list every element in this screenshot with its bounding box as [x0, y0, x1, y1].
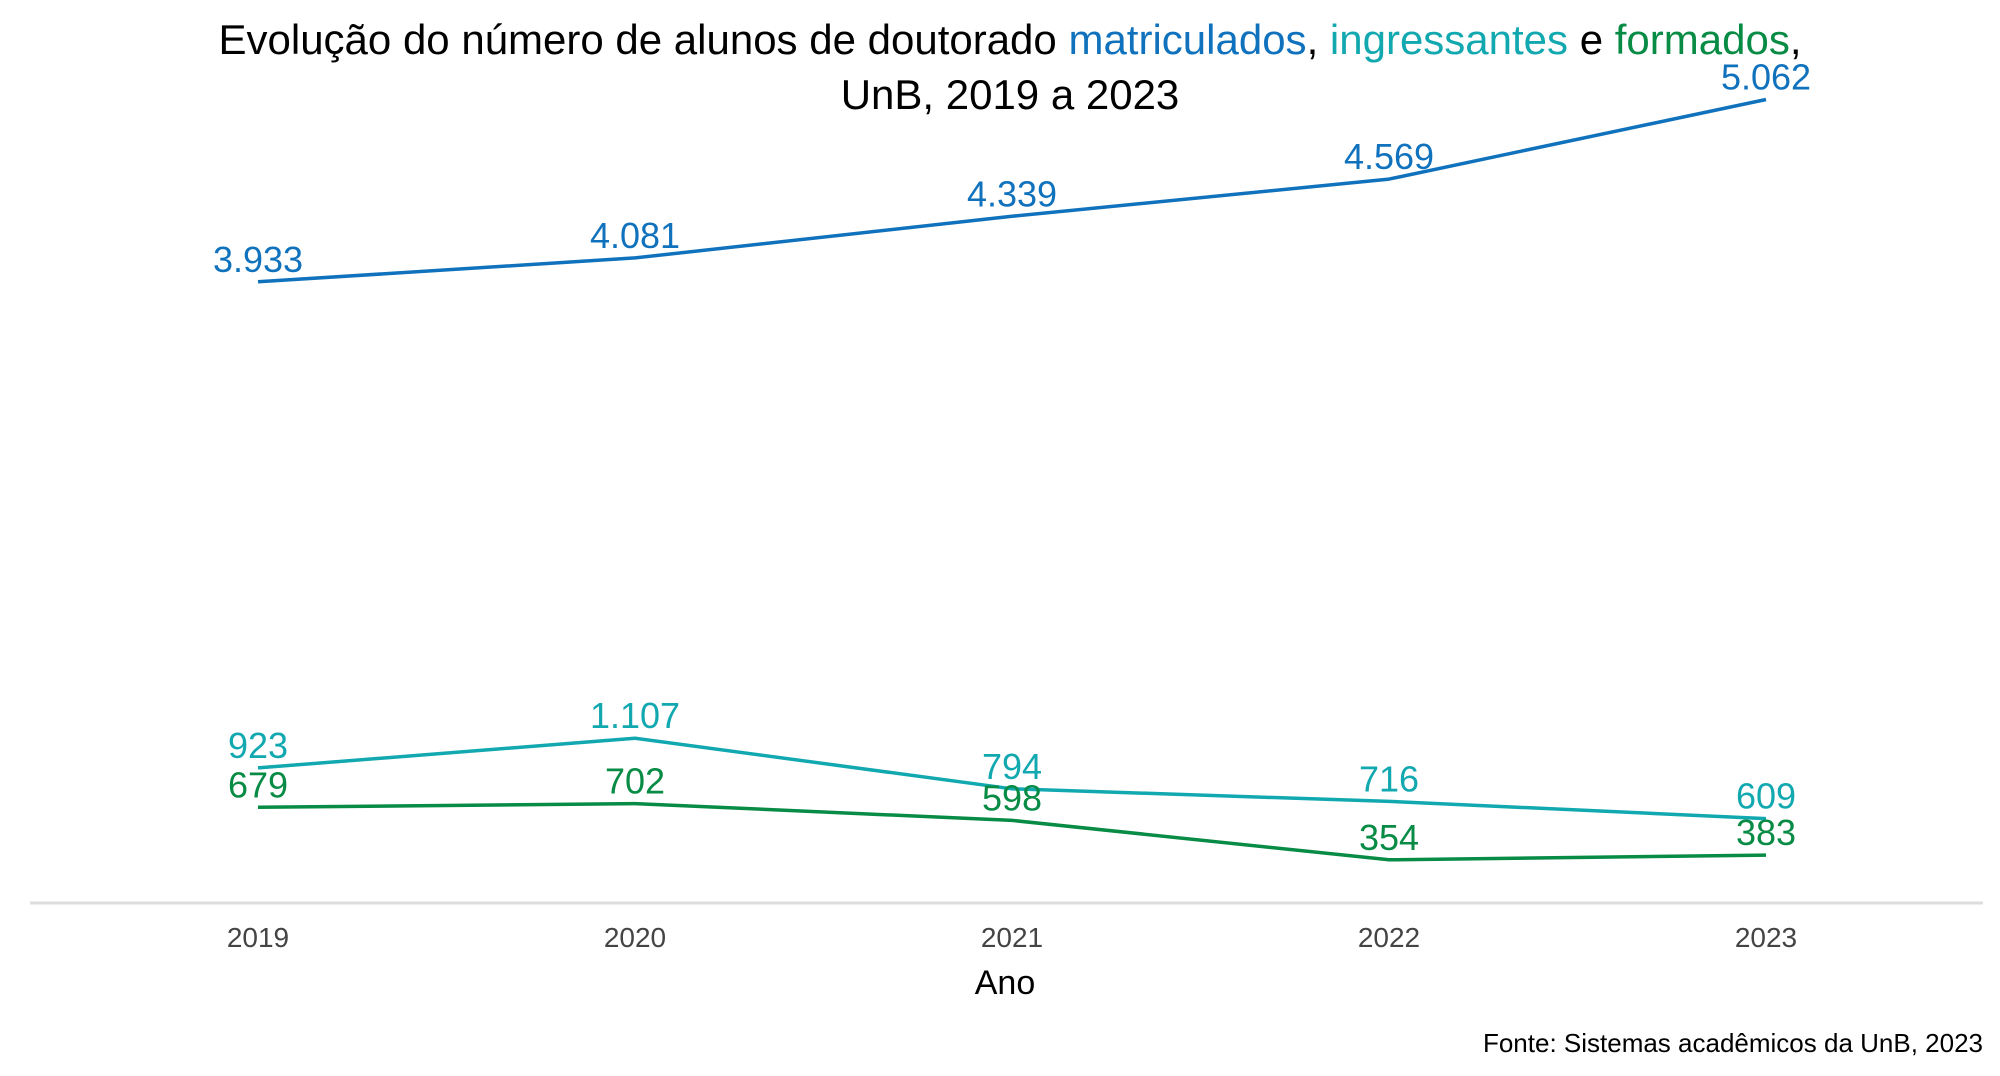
x-axis-title: Ano: [975, 964, 1036, 1002]
data-label-matriculados-2022: 4.569: [1344, 136, 1434, 177]
x-tick-label-2021: 2021: [981, 922, 1043, 953]
chart-title-line1: Evolução do número de alunos de doutorad…: [219, 16, 1802, 63]
title-part-6: ,: [1790, 16, 1802, 63]
series-matriculados: 3.933 4.081 4.339 4.569 5.062: [213, 56, 1811, 284]
data-label-matriculados-2021: 4.339: [967, 173, 1057, 214]
data-label-ingressantes-2022: 716: [1359, 758, 1419, 799]
series-ingressantes: 923 1.107 794 716 609: [228, 695, 1796, 821]
x-tick-label-2023: 2023: [1735, 922, 1797, 953]
title-part-0: Evolução do número de alunos de doutorad…: [219, 16, 1069, 63]
x-tick-label-2022: 2022: [1358, 922, 1420, 953]
data-label-formados-2020: 702: [605, 761, 665, 802]
data-label-matriculados-2019: 3.933: [213, 239, 303, 280]
series-formados: 679 702 598 354 383: [228, 761, 1796, 862]
title-part-1: matriculados: [1068, 16, 1306, 63]
data-label-ingressantes-2019: 923: [228, 725, 288, 766]
data-label-matriculados-2023: 5.062: [1721, 56, 1811, 97]
series-line-matriculados: [257, 97, 1767, 284]
series-line-ingressantes: [257, 736, 1767, 821]
source-caption: Fonte: Sistemas acadêmicos da UnB, 2023: [1483, 1028, 1983, 1058]
data-label-ingressantes-2023: 609: [1736, 776, 1796, 817]
data-label-formados-2023: 383: [1736, 812, 1796, 853]
data-label-ingressantes-2020: 1.107: [590, 695, 680, 736]
data-label-ingressantes-2021: 794: [982, 746, 1042, 787]
title-part-4: e: [1568, 16, 1615, 63]
title-part-3: ingressantes: [1330, 16, 1568, 63]
data-label-formados-2022: 354: [1359, 817, 1419, 858]
x-tick-label-2019: 2019: [227, 922, 289, 953]
data-label-matriculados-2020: 4.081: [590, 215, 680, 256]
chart-title-line2: UnB, 2019 a 2023: [841, 71, 1180, 118]
title-part-2: ,: [1307, 16, 1330, 63]
series-line-formados: [257, 801, 1767, 862]
data-label-formados-2019: 679: [228, 764, 288, 805]
title-part-5: formados: [1615, 16, 1790, 63]
x-tick-label-2020: 2020: [604, 922, 666, 953]
data-label-formados-2021: 598: [982, 777, 1042, 818]
x-axis-ticks: 2019 2020 2021 2022 2023: [227, 922, 1797, 953]
